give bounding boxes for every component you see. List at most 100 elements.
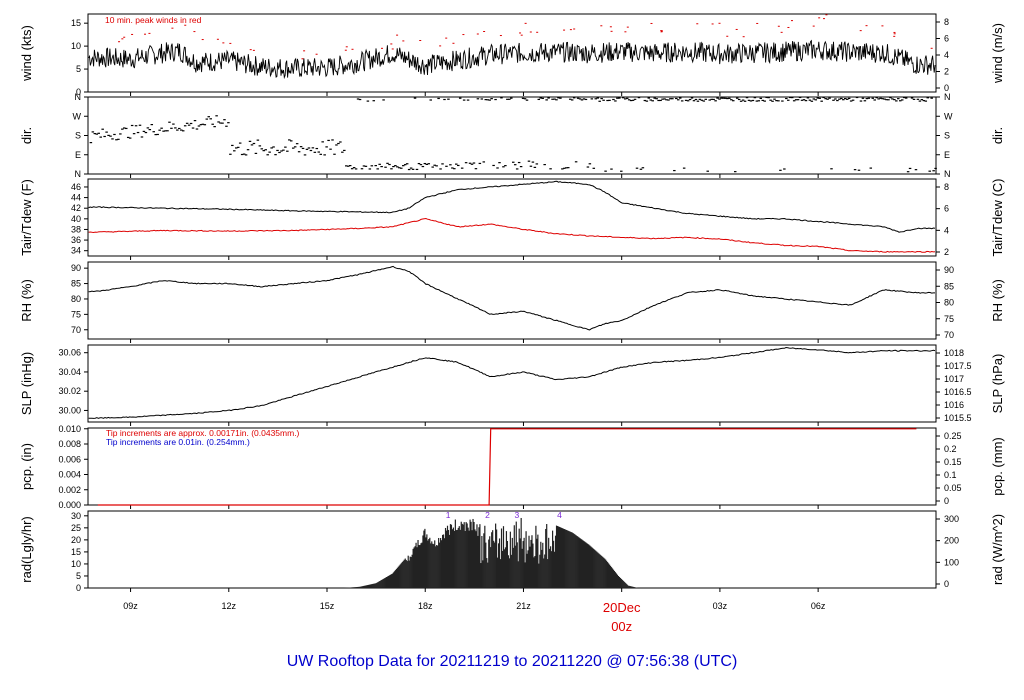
pcp-panel: pcp. (in) pcp. (mm) 0.000 0.002 0.004 0.006 0.… (19, 424, 1005, 510)
pcp-annotation-red: Tip increments are approx. 0.00171in. (0… (106, 428, 300, 438)
dir-ylabel: dir. (19, 127, 34, 144)
dir-y2tick-label: N (944, 92, 951, 102)
slp-ytick-label: 30.04 (58, 367, 81, 377)
temp-ytick-label: 42 (71, 203, 81, 213)
rad-ytick-label: 15 (71, 547, 81, 557)
temp-y2label: Tair/Tdew (C) (990, 178, 1005, 256)
rh-y2tick-label: 70 (944, 330, 954, 340)
temp-panel: Tair/Tdew (F) Tair/Tdew (C)34363840424446… (19, 178, 1005, 260)
rad-marker-label: 2 (485, 510, 490, 520)
slp-frame (87, 344, 937, 423)
rh-panel: RH (%) RH (%) 70 75 80 85 90 70 75 80 85 90 (19, 261, 1005, 343)
x-tick-label: 09z (123, 601, 138, 611)
slp-ytick-label: 30.06 (58, 348, 81, 358)
wind-ytick-label: 0 (76, 87, 81, 97)
wind-frame (87, 13, 937, 93)
slp-y2tick-label: 1017.5 (944, 361, 972, 371)
dir-ytick-label: W (73, 111, 82, 121)
wind-y2tick-label: 6 (944, 34, 949, 44)
wind-y2tick-label: 2 (944, 67, 949, 77)
dir-y2label: dir. (990, 127, 1005, 144)
rad-y2tick-label: 0 (944, 579, 949, 589)
rh-ytick-label: 80 (71, 294, 81, 304)
dir-ytick-label: E (75, 150, 81, 160)
dir-y2tick-label: S (944, 131, 950, 141)
wind-y2tick-label: 4 (944, 50, 949, 60)
x-date-hour-label: 00z (611, 619, 632, 634)
rad-ytick-label: 20 (71, 535, 81, 545)
dir-y2tick-label: E (944, 150, 950, 160)
temp-ytick-label: 40 (71, 214, 81, 224)
temp-y2tick-label: 8 (944, 182, 949, 192)
slp-y2tick-label: 1015.5 (944, 413, 972, 423)
pcp-y2tick-label: 0.15 (944, 457, 962, 467)
wind-ylabel: wind (kts) (19, 25, 34, 82)
rad-ytick-label: 10 (71, 559, 81, 569)
wind-series-line (88, 39, 936, 80)
pcp-annotation-blue: Tip increments are 0.01in. (0.254mm.) (106, 437, 250, 447)
rh-ytick-label: 85 (71, 279, 81, 289)
x-tick-label: 18z (418, 601, 433, 611)
wind-y2tick-label: 8 (944, 17, 949, 27)
rh-y2tick-label: 75 (944, 314, 954, 324)
dir-y2tick-label: N (944, 169, 951, 179)
pcp-y2tick-label: 0 (944, 496, 949, 506)
pcp-frame (87, 427, 937, 506)
temp-series-line (88, 180, 936, 233)
wind-y2tick-label: 0 (944, 83, 949, 93)
rh-ylabel: RH (%) (19, 279, 34, 322)
temp-y2tick-label: 2 (944, 247, 949, 257)
wind-ytick-label: 15 (71, 18, 81, 28)
rad-ytick-label: 30 (71, 511, 81, 521)
x-axis: 09z 12z 15z 18z 21z 03z 06z 20Dec 00z (123, 600, 826, 634)
dir-ytick-label: S (75, 131, 81, 141)
temp-frame (87, 178, 937, 257)
temp-ylabel: Tair/Tdew (F) (19, 179, 34, 256)
pcp-ylabel: pcp. (in) (19, 443, 34, 490)
x-date-label: 20Dec (603, 600, 641, 615)
rh-y2tick-label: 80 (944, 298, 954, 308)
x-tick-label: 12z (222, 601, 237, 611)
slp-ylabel: SLP (inHg) (19, 352, 34, 415)
pcp-y2tick-label: 0.1 (944, 470, 957, 480)
rad-y2tick-label: 100 (944, 557, 959, 567)
dir-ytick-label: N (75, 169, 82, 179)
rad-ytick-label: 25 (71, 523, 81, 533)
rad-y2tick-label: 300 (944, 514, 959, 524)
x-tick-label: 03z (713, 601, 728, 611)
pcp-ytick-label: 0.006 (58, 454, 81, 464)
pcp-series-line (97, 428, 917, 506)
slp-y2tick-label: 1018 (944, 348, 964, 358)
wind-panel: wind (kts) wind (m/s) 0 5 10 15 0 2 4 6 8 10 min. p… (19, 13, 1005, 97)
temp-y2tick-label: 6 (944, 204, 949, 214)
wind-y2label: wind (m/s) (990, 23, 1005, 84)
pcp-ytick-label: 0.004 (58, 470, 81, 480)
pcp-ytick-label: 0.000 (58, 500, 81, 510)
x-tick-label: 15z (320, 601, 335, 611)
slp-y2tick-label: 1017 (944, 374, 964, 384)
rh-ytick-label: 90 (71, 263, 81, 273)
temp-series-line (88, 217, 936, 253)
rh-series-line (88, 265, 935, 331)
rh-frame (87, 261, 937, 340)
wind-ytick-label: 5 (76, 64, 81, 74)
dir-panel: dir. dir.N NE ES SW WN N (19, 92, 1005, 179)
pcp-ytick-label: 0.008 (58, 439, 81, 449)
rh-y2label: RH (%) (990, 279, 1005, 322)
x-tick-label: 06z (811, 601, 826, 611)
slp-y2tick-label: 1016.5 (944, 387, 972, 397)
slp-y2label: SLP (hPa) (990, 354, 1005, 414)
dir-ytick-label: N (75, 92, 82, 102)
slp-ytick-label: 30.00 (58, 405, 81, 415)
slp-series-line (88, 346, 936, 419)
slp-y2tick-label: 1016 (944, 400, 964, 410)
slp-ytick-label: 30.02 (58, 386, 81, 396)
pcp-ytick-label: 0.010 (58, 424, 81, 434)
temp-ytick-label: 44 (71, 193, 81, 203)
pcp-y2tick-label: 0.25 (944, 431, 962, 441)
temp-y2tick-label: 4 (944, 225, 949, 235)
rh-ytick-label: 75 (71, 309, 81, 319)
temp-ytick-label: 36 (71, 235, 81, 245)
